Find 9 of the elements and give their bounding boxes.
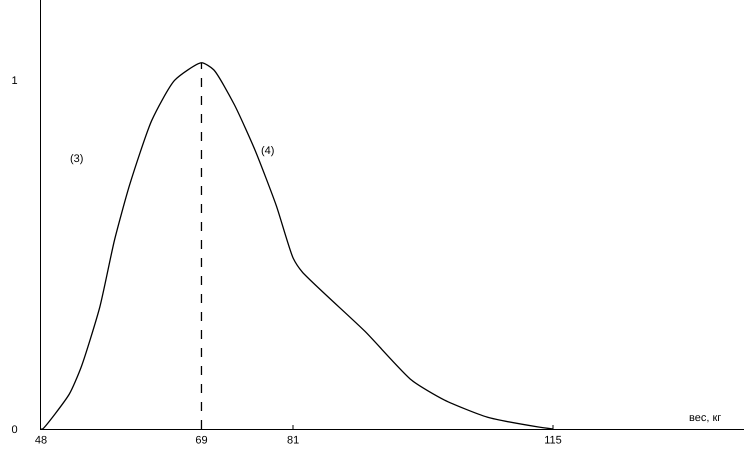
- annotation: (4): [261, 145, 274, 157]
- y-tick-label: 0: [12, 424, 18, 436]
- x-tick-label: 115: [544, 434, 562, 446]
- x-tick-label: 69: [195, 434, 208, 446]
- x-tick-label: 81: [287, 434, 300, 446]
- y-tick-label: 1: [12, 75, 18, 88]
- annotation: (3): [70, 153, 84, 165]
- x-axis-title: вес, кг: [689, 412, 722, 424]
- x-tick-label: 48: [34, 434, 48, 446]
